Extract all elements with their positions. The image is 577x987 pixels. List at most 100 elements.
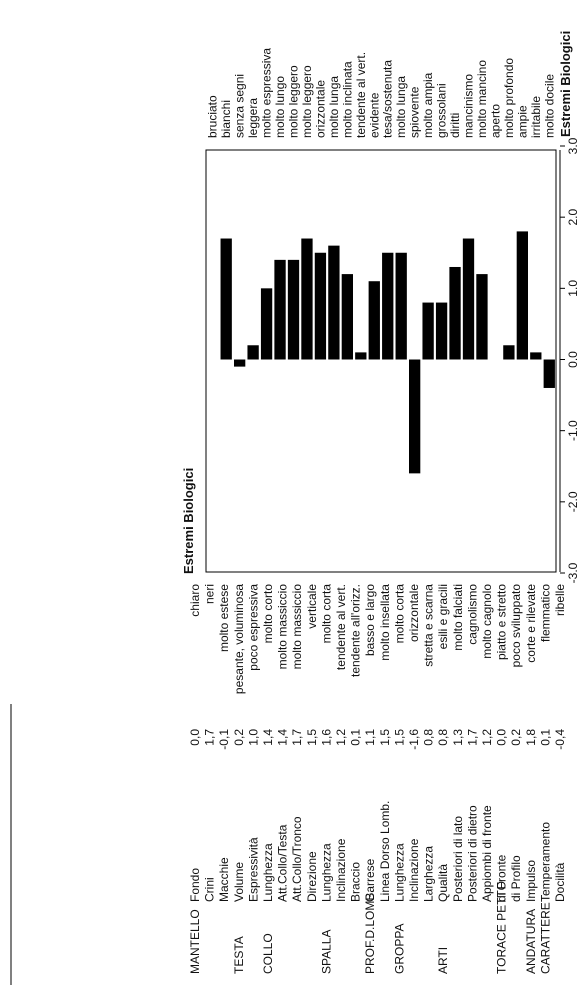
plot-frame xyxy=(205,149,557,573)
high-extreme-label: tendente al vert. xyxy=(354,52,368,138)
value-label: -0,1 xyxy=(217,729,231,750)
bar xyxy=(274,259,286,360)
bar xyxy=(260,288,273,360)
high-extreme-label: bianchi xyxy=(219,100,233,138)
trait-label: Volume xyxy=(232,862,246,902)
value-label: 1,0 xyxy=(246,729,260,746)
value-label: 1,7 xyxy=(465,729,479,746)
high-extreme-label: molto lungo xyxy=(273,76,287,138)
bar xyxy=(503,345,515,360)
group-label: GROPPA xyxy=(392,924,406,974)
low-extreme-label: cagnolismo xyxy=(465,584,479,645)
low-extreme-label: ribelle xyxy=(553,584,567,616)
low-extreme-label: poco sviluppato xyxy=(509,584,523,668)
group-label: SPALLA xyxy=(319,930,333,974)
group-label: COLLO xyxy=(261,933,275,974)
trait-label: Garrese xyxy=(363,858,377,902)
bars xyxy=(220,231,555,474)
high-extreme-label: orizzontale xyxy=(313,80,327,138)
high-extreme-label: bruciato xyxy=(206,95,220,138)
low-extreme-label: molto estese xyxy=(217,584,231,652)
value-label: 0,2 xyxy=(232,729,246,746)
bar xyxy=(516,231,529,360)
value-label: 1,3 xyxy=(451,729,465,746)
bar xyxy=(543,359,555,388)
trait-label: Att.Collo/Tronco xyxy=(290,816,304,902)
high-extreme-label: molto leggero xyxy=(300,65,314,138)
bar xyxy=(355,352,367,360)
high-extreme-label: spiovente xyxy=(408,86,422,138)
right-extremes-header: Estremi Biologici xyxy=(558,31,573,137)
trait-label: Espressività xyxy=(246,837,260,902)
bar xyxy=(435,302,448,360)
low-extreme-label: molto corta xyxy=(392,584,406,644)
bar xyxy=(328,245,340,360)
value-label: 1,1 xyxy=(363,729,377,746)
value-label: 1,2 xyxy=(480,729,494,746)
group-label: PROF.D.LOMB. xyxy=(363,889,377,974)
group-label: TESTA xyxy=(232,936,246,974)
trait-label: Larghezza xyxy=(422,846,436,902)
y-tick-label: -2.0 xyxy=(566,491,577,512)
low-extreme-label: poco espressiva xyxy=(246,584,260,671)
value-label: 0,1 xyxy=(349,729,363,746)
low-extreme-label: corte e rilevate xyxy=(524,584,538,663)
trait-label: Lunghezza xyxy=(261,843,275,902)
low-extreme-label: stretta e scarna xyxy=(422,584,436,667)
bar xyxy=(409,359,421,474)
low-extreme-label: piatto e stretto xyxy=(495,584,509,660)
low-extreme-label: molto massiccio xyxy=(290,584,304,670)
trait-label: Appiombi di fronte xyxy=(480,805,494,902)
bar xyxy=(247,345,259,360)
value-label: 0,8 xyxy=(422,729,436,746)
y-tick-label: -1.0 xyxy=(566,420,577,441)
high-extreme-label: molto inclinata xyxy=(340,61,354,138)
bar xyxy=(234,359,246,367)
left-extremes-header: Estremi Biologici xyxy=(181,468,196,574)
high-extreme-label: molto lunga xyxy=(327,76,341,138)
low-extreme-label: molto falciati xyxy=(451,584,465,651)
trait-label: Crini xyxy=(203,877,217,902)
high-extreme-label: mancinismo xyxy=(462,74,476,138)
high-extreme-label: aperto xyxy=(488,104,502,138)
y-tick-label: -3.0 xyxy=(566,562,577,583)
high-extreme-label: senza segni xyxy=(233,74,247,138)
low-extreme-label: neri xyxy=(203,584,217,604)
trait-label: Lunghezza xyxy=(392,843,406,902)
value-label: 0,0 xyxy=(188,729,202,746)
trait-label: Fondo xyxy=(188,868,202,902)
high-extreme-label: diritti xyxy=(448,113,462,138)
group-label: CARATTERE xyxy=(538,902,552,974)
high-extreme-label: tesa/sostenuta xyxy=(381,60,395,138)
high-extreme-label: molto docile xyxy=(542,74,556,138)
value-label: 1,5 xyxy=(392,729,406,746)
high-extreme-label: molto leggero xyxy=(287,65,301,138)
bar xyxy=(395,252,407,360)
low-extreme-label: chiaro xyxy=(188,584,202,617)
trait-label: Lunghezza xyxy=(319,843,333,902)
trait-label: Impulso xyxy=(524,860,538,902)
high-extreme-label: molto lunga xyxy=(394,76,408,138)
trait-label: Macchie xyxy=(217,857,231,902)
value-label: 0,8 xyxy=(436,729,450,746)
low-extreme-label: molto corto xyxy=(261,584,275,644)
value-label: 1,7 xyxy=(290,729,304,746)
trait-label: di Fronte xyxy=(495,854,509,902)
bar xyxy=(462,238,475,360)
trait-label: Inclinazione xyxy=(334,838,348,902)
low-extreme-label: tendente all'orizz. xyxy=(349,584,363,677)
low-extreme-label: molto corta xyxy=(319,584,333,644)
trait-label: Linea Dorso Lomb. xyxy=(378,801,392,902)
y-tick-label: 2.0 xyxy=(566,209,577,226)
bar xyxy=(341,274,354,360)
trait-label: di Profilo xyxy=(509,855,523,902)
trait-label: Qualità xyxy=(436,864,450,902)
bar xyxy=(301,238,313,360)
high-extreme-label: irritabile xyxy=(529,96,543,138)
y-tick-label: 0.0 xyxy=(566,351,577,368)
value-label: -1,6 xyxy=(407,729,421,750)
high-extreme-label: grossolani xyxy=(435,83,449,138)
high-extreme-label: molto espressiva xyxy=(260,48,274,138)
